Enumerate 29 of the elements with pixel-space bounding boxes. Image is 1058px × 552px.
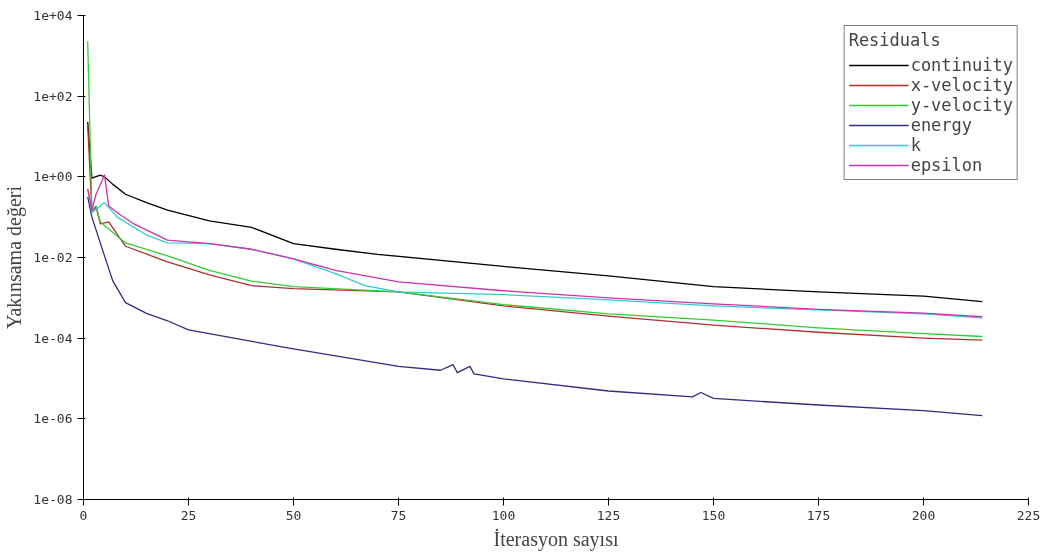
x-tick-label: 50 — [285, 507, 302, 523]
y-tick-label: 1e-04 — [33, 330, 73, 346]
y-tick-label: 1e+04 — [33, 8, 73, 23]
x-tick-label: 25 — [180, 507, 197, 523]
legend-label: energy — [910, 115, 973, 135]
x-tick-label: 150 — [701, 507, 726, 523]
line-series — [87, 121, 983, 303]
line-series — [87, 123, 983, 341]
x-tick-label: 125 — [596, 507, 621, 523]
y-tick-label: 1e-02 — [33, 250, 73, 265]
legend-label: epsilon — [910, 155, 983, 175]
x-tick-label: 175 — [806, 507, 831, 523]
x-tick-label: 100 — [491, 507, 516, 523]
y-tick-label: 1e-06 — [33, 411, 73, 427]
legend-title: Residuals — [848, 30, 942, 50]
x-tick-label: 225 — [1016, 507, 1041, 523]
legend-label: continuity — [910, 55, 1013, 75]
y-axis-title: Yakınsama değeri — [3, 185, 27, 329]
x-axis-title: İterasyon sayısı — [493, 527, 619, 551]
legend-label: x-velocity — [910, 75, 1013, 95]
legend-label: k — [910, 135, 922, 155]
x-tick-label: 200 — [911, 507, 936, 523]
y-tick-label: 1e+00 — [33, 169, 73, 185]
line-series — [87, 196, 983, 417]
y-tick-label: 1e-08 — [33, 492, 73, 507]
legend-label: y-velocity — [910, 95, 1013, 115]
y-tick-label: 1e+02 — [33, 88, 73, 104]
x-tick-label: 0 — [79, 507, 88, 523]
x-tick-label: 75 — [390, 507, 407, 523]
